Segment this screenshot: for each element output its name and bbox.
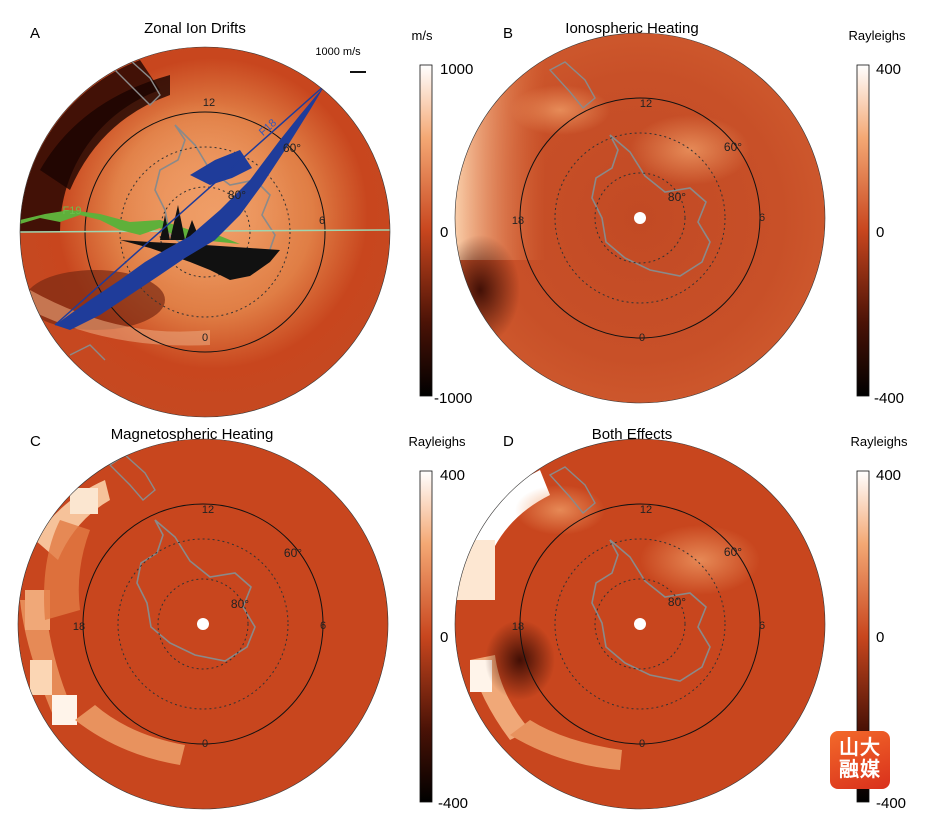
watermark-line1: 山大 [839,735,881,759]
colorbar-unit-d: Rayleighs [850,434,908,449]
panel-title-d: Both Effects [592,426,673,443]
mlt-12-d: 12 [640,504,652,516]
panel-letter-b: B [503,25,513,42]
panel-title-b: Ionospheric Heating [565,20,698,37]
panel-d: D Both Effects 12 18 6 0 60° 80° Rayleig… [454,426,908,812]
mlt-18-b: 18 [512,215,524,227]
mlt-0-c: 0 [202,738,208,750]
polar-map-c [18,439,388,809]
colorbar-d [856,470,870,803]
colorbar-min-a: -1000 [434,390,472,407]
mlt-12-a: 12 [203,97,215,109]
lat-80-c: 80° [231,597,249,611]
colorbar-unit-a: m/s [412,28,433,43]
colorbar-min-c: -400 [438,795,468,812]
mlt-12-c: 12 [202,504,214,516]
panel-letter-a: A [30,25,40,42]
panel-b: B Ionospheric Heating 12 18 6 0 60° 80° … [454,20,906,407]
lat-80-b: 80° [668,190,686,204]
mlt-18-c: 18 [73,621,85,633]
colorbar-c [419,470,433,803]
colorbar-max-b: 400 [876,61,901,78]
f19-drift-trace [20,210,240,244]
mlt-12-b: 12 [640,98,652,110]
mlt-0-a: 0 [202,332,208,344]
colorbar-mid-a: 0 [440,224,448,241]
watermark-line2: 融媒 [839,757,881,781]
panel-c: C Magnetospheric Heating 12 18 6 0 60° 8… [17,426,468,812]
mlt-0-d: 0 [639,738,645,750]
mlt-18-d: 18 [512,621,524,633]
colorbar-mid-c: 0 [440,629,448,646]
lat-60-c: 60° [284,546,302,560]
polar-map-a [20,47,390,417]
lat-80-a: 80° [228,188,246,202]
colorbar-unit-c: Rayleighs [408,434,466,449]
panel-letter-c: C [30,433,41,450]
mlt-0-b: 0 [639,332,645,344]
colorbar-b [856,64,870,397]
scale-label: 1000 m/s [315,46,361,58]
colorbar-max-a: 1000 [440,61,473,78]
panel-letter-d: D [503,433,514,450]
colorbar-max-c: 400 [440,467,465,484]
colorbar-mid-d: 0 [876,629,884,646]
panel-a: A Zonal Ion Drifts 1000 m/s [19,20,473,418]
colorbar-max-d: 400 [876,467,901,484]
polar-map-d [455,439,825,809]
colorbar-unit-b: Rayleighs [848,28,906,43]
mlt-6-b: 6 [759,212,765,224]
mlt-6-d: 6 [759,620,765,632]
colorbar-min-b: -400 [874,390,904,407]
lat-80-d: 80° [668,595,686,609]
lat-60-d: 60° [724,545,742,559]
watermark-logo: 山大 融媒 [830,731,890,789]
colorbar-a [419,64,433,397]
mlt-6-a: 6 [319,215,325,227]
mlt-6-c: 6 [320,620,326,632]
lat-60-a: 60° [283,141,301,155]
lat-60-b: 60° [724,140,742,154]
sat-label-f19: F19 [63,205,82,217]
colorbar-min-d: -400 [876,795,906,812]
panel-title-c: Magnetospheric Heating [111,426,274,443]
colorbar-mid-b: 0 [876,224,884,241]
panel-title-a: Zonal Ion Drifts [144,20,246,37]
polar-map-b [455,33,825,403]
